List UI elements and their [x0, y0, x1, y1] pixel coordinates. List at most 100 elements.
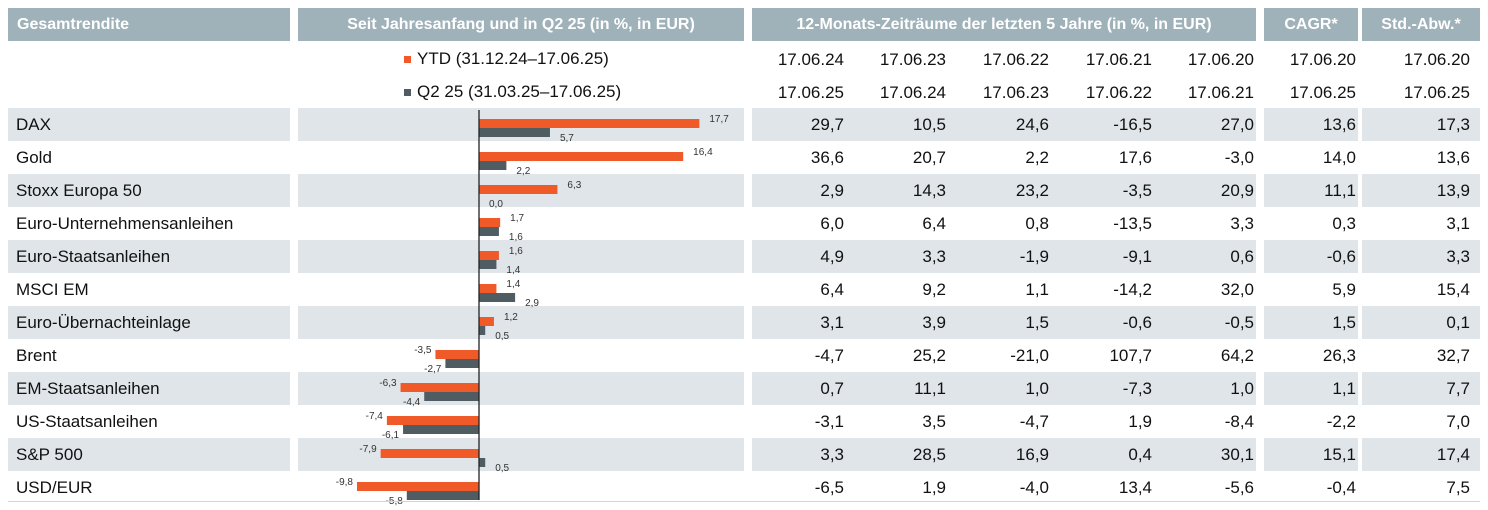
period-value: -0,6 — [1122, 313, 1152, 332]
period-value: 0,4 — [1128, 445, 1152, 464]
period-value: 14,3 — [912, 181, 946, 200]
std-value: 7,5 — [1446, 478, 1470, 497]
period-to-1: 17.06.24 — [879, 83, 946, 102]
cagr-value: 5,9 — [1332, 280, 1356, 299]
period-value: -4,7 — [814, 346, 844, 365]
period-value: 6,4 — [922, 214, 946, 233]
row-label: MSCI EM — [16, 280, 89, 299]
period-value: 3,3 — [1230, 214, 1254, 233]
bar-ytd-7 — [435, 350, 479, 359]
row-stripe — [752, 174, 1256, 207]
row-stripe — [8, 438, 290, 471]
period-value: 28,5 — [912, 445, 946, 464]
period-value: -16,5 — [1113, 115, 1152, 134]
cagr-value: -2,2 — [1326, 412, 1356, 431]
row-stripe — [752, 372, 1256, 405]
period-value: 6,0 — [820, 214, 844, 233]
cagr-to: 17.06.25 — [1289, 83, 1356, 102]
bar-q2-9 — [403, 425, 479, 434]
row-label: DAX — [16, 115, 51, 134]
period-to-0: 17.06.25 — [777, 83, 844, 102]
row-label: Euro-Staatsanleihen — [16, 247, 171, 266]
row-stripe — [1362, 174, 1480, 207]
row-stripe — [8, 240, 290, 273]
period-value: -4,0 — [1019, 478, 1049, 497]
row-stripe — [1264, 372, 1358, 405]
row-stripe — [298, 306, 744, 339]
label-ytd-11: -9,8 — [336, 477, 354, 488]
header-periods: 12-Monats-Zeiträume der letzten 5 Jahre … — [752, 8, 1256, 41]
cagr-value: 26,3 — [1322, 346, 1356, 365]
legend-q2-swatch — [404, 89, 411, 96]
bar-q2-5 — [479, 293, 516, 302]
legend-q2-label: Q2 25 (31.03.25–17.06.25) — [417, 82, 622, 101]
period-value: 1,9 — [922, 478, 946, 497]
period-value: 4,9 — [820, 247, 844, 266]
std-from: 17.06.20 — [1403, 50, 1470, 69]
period-value: 32,0 — [1220, 280, 1254, 299]
label-ytd-9: -7,4 — [366, 411, 384, 422]
row-stripe — [8, 174, 290, 207]
period-value: -4,7 — [1019, 412, 1049, 431]
period-value: 11,1 — [914, 379, 946, 398]
period-value: 1,1 — [1025, 280, 1049, 299]
cagr-value: 0,3 — [1332, 214, 1356, 233]
label-ytd-7: -3,5 — [414, 345, 432, 356]
period-to-2: 17.06.23 — [982, 83, 1049, 102]
legend-ytd-swatch — [404, 56, 411, 63]
row-stripe — [8, 372, 290, 405]
period-to-3: 17.06.22 — [1085, 83, 1152, 102]
row-stripe — [298, 372, 744, 405]
period-value: 1,0 — [1025, 379, 1049, 398]
row-stripe — [1362, 438, 1480, 471]
bar-ytd-9 — [386, 416, 479, 425]
row-label: Brent — [16, 346, 57, 365]
period-value: 0,8 — [1025, 214, 1049, 233]
row-label: Euro-Unternehmensanleihen — [16, 214, 234, 233]
bar-q2-11 — [406, 491, 479, 500]
cagr-value: -0,4 — [1326, 478, 1356, 497]
legend-ytd: YTD (31.12.24–17.06.25) — [404, 48, 609, 70]
std-value: 13,9 — [1436, 181, 1470, 200]
period-value: 20,9 — [1220, 181, 1254, 200]
period-value: -13,5 — [1113, 214, 1152, 233]
row-stripe — [298, 108, 744, 141]
row-stripe — [1264, 174, 1358, 207]
period-value: -9,1 — [1122, 247, 1152, 266]
row-stripe — [752, 108, 1256, 141]
cagr-value: 11,1 — [1324, 181, 1356, 200]
row-stripe — [1264, 438, 1358, 471]
period-value: 16,9 — [1015, 445, 1049, 464]
cagr-value: 1,1 — [1332, 379, 1356, 398]
row-stripe — [298, 174, 744, 207]
row-label: US-Staatsanleihen — [16, 412, 158, 431]
row-stripe — [1362, 240, 1480, 273]
std-value: 3,3 — [1446, 247, 1470, 266]
period-value: 27,0 — [1220, 115, 1254, 134]
period-value: -14,2 — [1113, 280, 1152, 299]
bar-ytd-11 — [356, 482, 479, 491]
header-cagr: CAGR* — [1264, 8, 1358, 41]
std-value: 0,1 — [1446, 313, 1470, 332]
period-value: 13,4 — [1118, 478, 1152, 497]
label-ytd-3: 1,7 — [510, 213, 524, 224]
period-value: 2,2 — [1025, 148, 1049, 167]
row-label: Gold — [16, 148, 52, 167]
period-value: 3,3 — [820, 445, 844, 464]
std-value: 7,7 — [1446, 379, 1470, 398]
std-value: 13,6 — [1436, 148, 1470, 167]
cagr-value: 1,5 — [1332, 313, 1356, 332]
table-bottom-border — [8, 501, 1480, 502]
period-from-2: 17.06.22 — [982, 50, 1049, 69]
row-stripe — [298, 438, 744, 471]
legend-ytd-label: YTD (31.12.24–17.06.25) — [417, 49, 609, 68]
row-stripe — [1264, 108, 1358, 141]
std-value: 3,1 — [1446, 214, 1470, 233]
period-value: -8,4 — [1224, 412, 1254, 431]
period-value: 3,9 — [922, 313, 946, 332]
period-value: 3,5 — [922, 412, 946, 431]
period-value: 1,9 — [1128, 412, 1152, 431]
period-value: 17,6 — [1118, 148, 1152, 167]
period-from-0: 17.06.24 — [777, 50, 844, 69]
row-label: Euro-Übernachteinlage — [16, 313, 191, 332]
